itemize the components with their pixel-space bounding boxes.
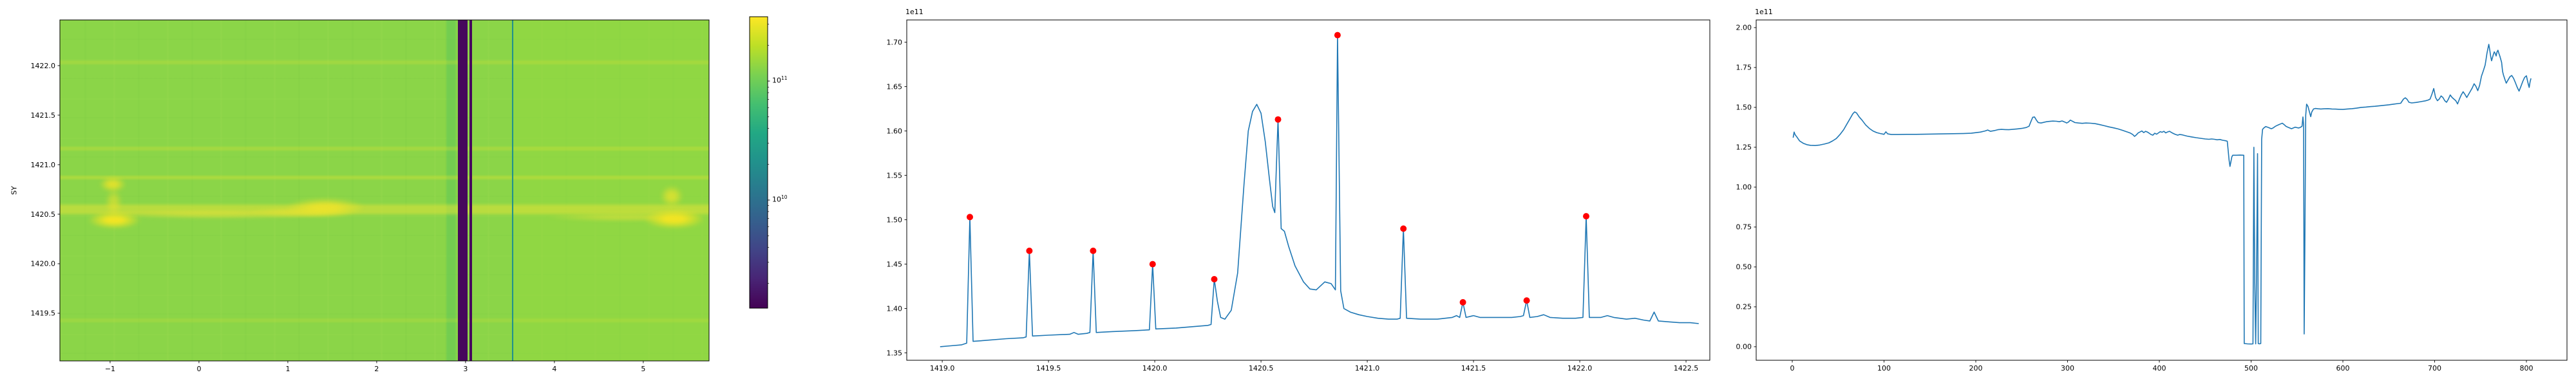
spectrum-y-tick-label: 1.70 — [887, 38, 903, 46]
timeseries-y-tick-label: 0.50 — [1736, 263, 1752, 271]
heatmap-feature-blob — [285, 197, 365, 217]
spectrum-y-tick-label: 1.65 — [887, 82, 903, 91]
heatmap-y-tick-label: 1420.0 — [31, 260, 56, 268]
heatmap-x-tick-label: −1 — [105, 365, 115, 373]
spectrum-x-tick-label: 1421.5 — [1461, 364, 1486, 372]
timeseries-x-tick-label: 400 — [2153, 364, 2166, 372]
colorbar-tick-label: 1010 — [772, 194, 788, 204]
spectrum-peak-marker — [1400, 225, 1407, 232]
spectrum-y-tick-label: 1.60 — [887, 127, 903, 135]
spectrum-peak-marker — [967, 214, 973, 221]
heatmap-feature-hband — [60, 318, 709, 322]
timeseries-spines — [1756, 19, 2568, 361]
spectrum-peak-marker — [1583, 213, 1589, 220]
heatmap-feature-vband — [469, 20, 473, 361]
spectrum-y-tick-label: 1.45 — [887, 260, 903, 268]
heatmap-feature-blob — [104, 188, 123, 217]
heatmap-x-tick-label: 2 — [374, 365, 379, 373]
spectrum-data-line — [940, 34, 1699, 347]
spectrum-x-tick-label: 1420.0 — [1142, 364, 1168, 372]
spectrum-peak-marker — [1090, 247, 1097, 254]
timeseries-x-tick-label: 600 — [2336, 364, 2350, 372]
timeseries-panel: 0 100 200 300 400 500 600 700 800 0.00 0.25 0.50 0.7… — [1736, 19, 2568, 372]
timeseries-x-tick-label: 500 — [2244, 364, 2258, 372]
spectrum-peak-marker — [1274, 116, 1282, 123]
spectrum-x-tick-label: 1420.5 — [1249, 364, 1274, 372]
heatmap-y-tick-label: 1420.5 — [31, 210, 56, 219]
timeseries-x-tick-label: 700 — [2428, 364, 2441, 372]
timeseries-x-tick-label: 0 — [1790, 364, 1795, 372]
heatmap-feature-vband — [446, 20, 456, 361]
spectrum-y-tick-label: 1.50 — [887, 216, 903, 224]
heatmap-feature-vband — [458, 20, 468, 361]
timeseries-y-tick-label: 1.75 — [1736, 64, 1752, 72]
timeseries-x-tick-label: 800 — [2520, 364, 2533, 372]
timeseries-y-tick-label: 2.00 — [1736, 24, 1752, 32]
spectrum-offset-text: 1e11 — [905, 8, 923, 16]
spectrum-x-tick-label: 1422.0 — [1567, 364, 1593, 372]
colorbar-tick-label: 1011 — [772, 75, 788, 85]
spectrum-x-tick-label: 1419.0 — [930, 364, 955, 372]
timeseries-y-tick-label: 0.25 — [1736, 303, 1752, 311]
timeseries-y-tick-label: 1.00 — [1736, 183, 1752, 192]
heatmap-feature-blob — [660, 185, 683, 208]
spectrum-peak-marker — [1459, 299, 1466, 306]
spectrum-x-tick-label: 1421.0 — [1355, 364, 1380, 372]
timeseries-y-tick-label: 0.00 — [1736, 343, 1752, 351]
timeseries-x-tick-label: 100 — [1877, 364, 1891, 372]
spectrum-y-tick-label: 1.40 — [887, 304, 903, 313]
spectrum-spines — [906, 19, 1710, 361]
heatmap-x-tick-label: 0 — [196, 365, 201, 373]
timeseries-y-tick-label: 1.50 — [1736, 104, 1752, 112]
timeseries-x-tick-label: 200 — [1969, 364, 1983, 372]
heatmap-feature-hband — [60, 147, 709, 151]
heatmap-x-tick-label: 4 — [552, 365, 556, 373]
heatmap-y-axis-label: SY — [10, 186, 19, 195]
spectrum-panel: 1419.0 1419.5 1420.0 1420.5 1421.0 1421.5 1422… — [887, 19, 1710, 372]
spectrum-y-tick-label: 1.35 — [887, 349, 903, 357]
spectrum-x-tick-label: 1422.5 — [1674, 364, 1699, 372]
heatmap-y-tick-label: 1421.5 — [31, 111, 56, 120]
spectrum-peak-marker — [1334, 32, 1341, 39]
heatmap-feature-vband — [511, 20, 513, 361]
heatmap-y-tick-label: 1419.5 — [31, 309, 56, 318]
heatmap-x-tick-label: 5 — [641, 365, 645, 373]
heatmap-feature-blob — [643, 209, 706, 230]
timeseries-y-tick-label: 0.75 — [1736, 223, 1752, 232]
timeseries-offset-text: 1e11 — [1755, 8, 1773, 16]
spectrum-y-tick-label: 1.55 — [887, 171, 903, 179]
heatmap-y-tick-label: 1422.0 — [31, 62, 56, 70]
colorbar — [750, 17, 768, 308]
heatmap-x-tick-label: 1 — [285, 365, 290, 373]
heatmap-y-tick-label: 1421.0 — [31, 161, 56, 169]
timeseries-x-tick-label: 300 — [2061, 364, 2074, 372]
spectrum-x-tick-label: 1419.5 — [1036, 364, 1061, 372]
spectrum-peak-marker — [1211, 276, 1218, 282]
timeseries-y-tick-label: 1.25 — [1736, 143, 1752, 152]
spectrum-peak-marker — [1523, 297, 1530, 304]
spectrum-peak-marker — [1149, 261, 1156, 268]
heatmap-feature-hband — [60, 60, 709, 65]
heatmap-x-tick-label: 3 — [463, 365, 468, 373]
spectrum-peak-marker — [1026, 247, 1033, 254]
timeseries-data-line — [1792, 44, 2532, 345]
heatmap-image — [60, 20, 709, 361]
heatmap-feature-hband — [60, 175, 709, 180]
